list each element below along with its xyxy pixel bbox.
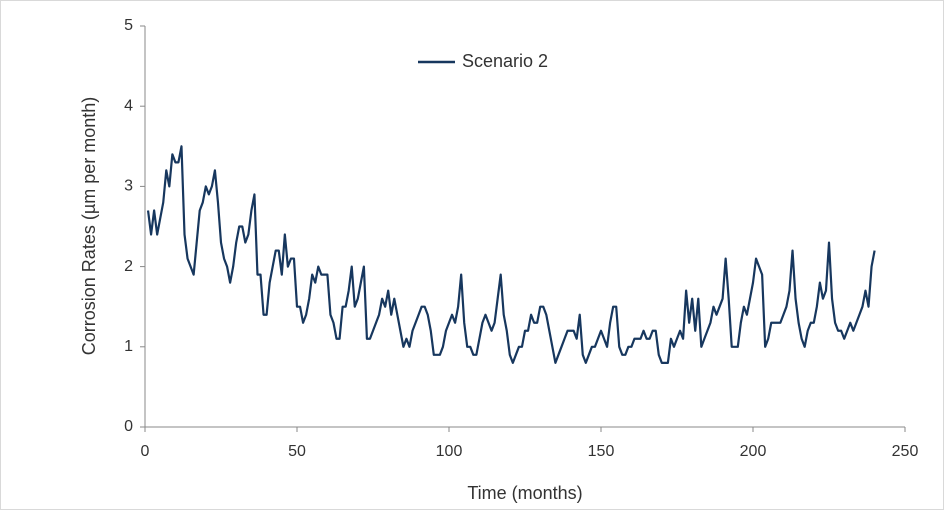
y-tick-label: 0 xyxy=(124,418,133,435)
x-tick-label: 250 xyxy=(892,443,919,460)
legend-label: Scenario 2 xyxy=(462,51,548,71)
x-tick-label: 0 xyxy=(141,443,150,460)
x-tick-label: 200 xyxy=(740,443,767,460)
y-tick-label: 5 xyxy=(124,17,133,34)
x-tick-label: 150 xyxy=(588,443,615,460)
y-tick-label: 1 xyxy=(124,338,133,355)
y-tick-label: 2 xyxy=(124,258,133,275)
x-tick-label: 100 xyxy=(436,443,463,460)
x-axis-title: Time (months) xyxy=(467,483,582,503)
x-tick-label: 50 xyxy=(288,443,306,460)
series-line xyxy=(146,145,876,364)
y-axis-title: Corrosion Rates (µm per month) xyxy=(79,97,99,355)
y-tick-label: 3 xyxy=(124,178,133,195)
y-tick-label: 4 xyxy=(124,97,133,114)
